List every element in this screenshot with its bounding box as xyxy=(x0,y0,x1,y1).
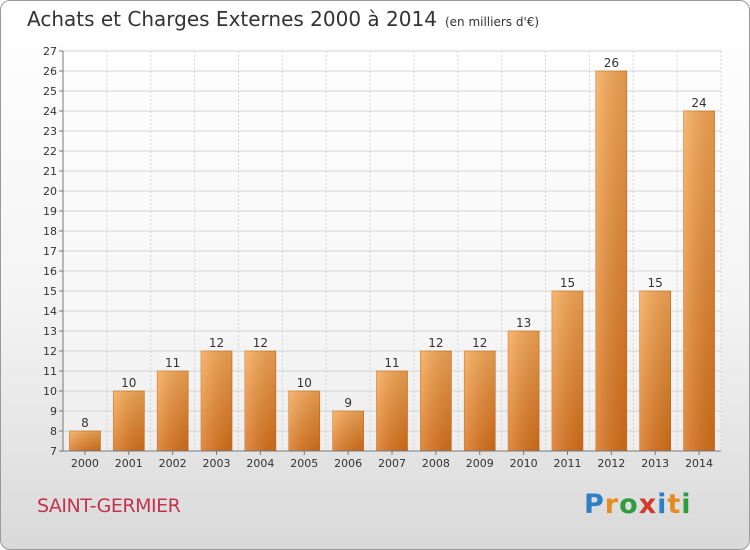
bar-shade xyxy=(683,111,715,451)
x-tick-label: 2005 xyxy=(290,457,318,470)
proxiti-logo: Proxiti xyxy=(584,489,692,520)
y-tick-label: 27 xyxy=(43,45,57,58)
y-tick-label: 10 xyxy=(43,385,57,398)
x-tick-label: 2004 xyxy=(246,457,274,470)
bar-shade xyxy=(420,351,452,451)
chart-title: Achats et Charges Externes 2000 à 2014 (e… xyxy=(27,7,539,31)
x-tick-label: 2013 xyxy=(641,457,669,470)
chart-title-text: Achats et Charges Externes 2000 à 2014 xyxy=(27,7,437,31)
x-tick-label: 2011 xyxy=(553,457,581,470)
y-tick-label: 13 xyxy=(43,325,57,338)
y-tick-label: 16 xyxy=(43,265,57,278)
bar-shade xyxy=(201,351,233,451)
value-label: 9 xyxy=(344,396,352,410)
value-label: 26 xyxy=(604,56,619,70)
y-tick-label: 22 xyxy=(43,145,57,158)
value-label: 8 xyxy=(81,416,89,430)
logo-letter: P xyxy=(584,489,605,520)
y-tick-label: 21 xyxy=(43,165,57,178)
value-label: 10 xyxy=(297,376,312,390)
y-tick-label: 24 xyxy=(43,105,57,118)
value-label: 10 xyxy=(121,376,136,390)
y-tick-label: 25 xyxy=(43,85,57,98)
y-tick-label: 15 xyxy=(43,285,57,298)
x-axis: 2000 2001 2002 2003 2004 2005 2006 2007 2008 2009… xyxy=(63,450,721,470)
logo-letter: x xyxy=(638,489,658,520)
y-tick-label: 26 xyxy=(43,65,57,78)
value-label: 12 xyxy=(428,336,443,350)
x-tick-label: 2002 xyxy=(159,457,187,470)
value-label: 12 xyxy=(472,336,487,350)
logo-letter: i xyxy=(681,489,692,520)
bar-shade xyxy=(551,291,583,451)
x-tick-label: 2001 xyxy=(115,457,143,470)
x-tick-label: 2014 xyxy=(685,457,713,470)
y-tick-label: 20 xyxy=(43,185,57,198)
logo-letter: i xyxy=(657,489,668,520)
y-tick-label: 17 xyxy=(43,245,57,258)
y-tick-label: 23 xyxy=(43,125,57,138)
place-name: SAINT-GERMIER xyxy=(37,495,181,517)
value-label: 24 xyxy=(691,96,706,110)
bar-shade xyxy=(508,331,540,451)
y-tick-label: 12 xyxy=(43,345,57,358)
x-tick-label: 2007 xyxy=(378,457,406,470)
bar-shade xyxy=(639,291,671,451)
x-tick-label: 2008 xyxy=(422,457,450,470)
value-label: 15 xyxy=(648,276,663,290)
x-tick-label: 2010 xyxy=(510,457,538,470)
y-axis: 7 8 9 10 11 12 13 14 15 16 17 18 19 20 21 22 23 24 25 26 27 xyxy=(43,45,64,458)
bar-shade xyxy=(332,411,364,451)
bar-shade xyxy=(69,431,101,451)
bar-shade xyxy=(595,71,627,451)
value-label: 15 xyxy=(560,276,575,290)
y-tick-label: 9 xyxy=(50,405,57,418)
y-tick-label: 8 xyxy=(50,425,57,438)
logo-letter: r xyxy=(604,489,620,520)
x-tick-label: 2003 xyxy=(203,457,231,470)
chart-unit: (en milliers d'€) xyxy=(444,15,540,29)
bar-shade xyxy=(244,351,276,451)
logo-letter: o xyxy=(619,489,639,520)
bar-shade xyxy=(113,391,145,451)
bar-shade xyxy=(157,371,189,451)
y-tick-label: 18 xyxy=(43,225,57,238)
y-tick-label: 19 xyxy=(43,205,57,218)
y-tick-label: 7 xyxy=(50,445,57,458)
y-tick-label: 14 xyxy=(43,305,57,318)
x-tick-label: 2000 xyxy=(71,457,99,470)
value-label: 11 xyxy=(384,356,399,370)
x-tick-label: 2006 xyxy=(334,457,362,470)
x-tick-label: 2009 xyxy=(466,457,494,470)
x-tick-label: 2012 xyxy=(597,457,625,470)
bars: 8 10 11 12 12 10 9 11 12 12 13 15 26 15 24 xyxy=(69,56,715,452)
bar-shade xyxy=(464,351,496,451)
logo-letter: t xyxy=(667,489,682,520)
value-label: 12 xyxy=(253,336,268,350)
value-label: 13 xyxy=(516,316,531,330)
bar-shade xyxy=(288,391,320,451)
value-label: 11 xyxy=(165,356,180,370)
bar-shade xyxy=(376,371,408,451)
y-tick-label: 11 xyxy=(43,365,57,378)
value-label: 12 xyxy=(209,336,224,350)
